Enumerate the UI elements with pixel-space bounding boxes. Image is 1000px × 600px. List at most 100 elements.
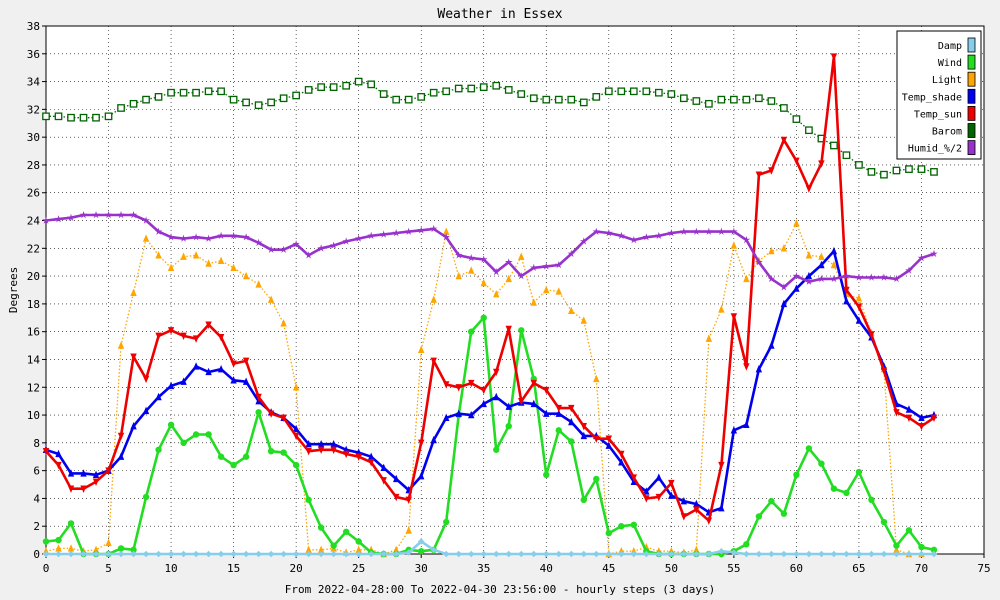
point-barom: [692, 97, 701, 105]
point-temp-sun: [655, 493, 663, 502]
point-humid-2: [930, 249, 938, 258]
point-temp-sun: [593, 435, 600, 443]
x-tick-label: 10: [164, 562, 177, 575]
point-temp-sun: [730, 313, 738, 321]
point-damp: [793, 550, 800, 558]
point-humid-2: [92, 211, 100, 219]
point-humid-2: [780, 283, 788, 291]
point-wind: [217, 453, 225, 460]
point-wind: [630, 521, 638, 529]
point-temp-sun: [317, 446, 325, 454]
point-wind: [780, 510, 788, 517]
point-humid-2: [542, 262, 551, 270]
point-humid-2: [167, 233, 175, 241]
point-temp-sun: [355, 453, 362, 461]
point-barom: [780, 104, 788, 112]
y-tick-label: 38: [27, 20, 40, 33]
point-temp-sun: [267, 410, 275, 418]
point-temp-sun: [568, 404, 575, 413]
point-temp-shade: [905, 405, 913, 413]
point-damp: [680, 550, 688, 558]
point-temp-sun: [67, 485, 75, 493]
point-temp-shade: [305, 440, 312, 448]
point-humid-2: [367, 231, 375, 239]
point-damp: [655, 550, 663, 558]
point-temp-shade: [743, 420, 750, 428]
point-wind: [493, 446, 500, 453]
point-damp: [593, 550, 600, 558]
point-temp-shade: [530, 399, 537, 408]
point-light: [805, 251, 813, 259]
point-temp-shade: [580, 431, 587, 440]
point-damp: [42, 550, 50, 558]
point-light: [818, 252, 825, 260]
point-wind: [355, 538, 362, 545]
point-damp: [217, 550, 225, 558]
point-barom: [867, 168, 876, 176]
point-damp: [668, 550, 675, 558]
point-temp-sun: [743, 363, 750, 371]
legend-swatch: [967, 88, 976, 104]
point-humid-2: [204, 234, 213, 242]
point-temp-sun: [380, 477, 387, 485]
point-humid-2: [329, 241, 338, 249]
point-damp: [905, 550, 913, 558]
point-damp: [230, 550, 237, 558]
point-temp-shade: [455, 409, 462, 417]
point-barom: [79, 113, 88, 122]
point-damp: [843, 550, 850, 558]
point-wind: [468, 328, 475, 335]
point-barom: [529, 94, 538, 103]
point-wind: [280, 449, 287, 456]
point-light: [255, 280, 262, 288]
point-humid-2: [767, 274, 776, 283]
point-wind: [830, 485, 838, 492]
point-temp-shade: [92, 470, 100, 478]
x-tick-label: 60: [790, 562, 803, 575]
point-light: [518, 252, 525, 260]
point-temp-shade: [668, 491, 675, 499]
point-temp-shade: [380, 463, 387, 472]
point-temp-sun: [255, 393, 262, 402]
y-tick-label: 14: [27, 353, 41, 366]
x-tick-label: 65: [852, 562, 865, 575]
point-temp-sun: [493, 368, 500, 377]
point-temp-sun: [180, 332, 187, 341]
point-temp-sun: [117, 432, 125, 441]
point-temp-shade: [80, 469, 87, 477]
point-humid-2: [154, 227, 163, 235]
legend-label: Barom: [932, 127, 962, 138]
point-light: [743, 274, 750, 283]
point-barom: [217, 87, 225, 96]
point-damp: [267, 550, 275, 558]
point-wind: [618, 523, 625, 530]
point-temp-shade: [167, 381, 175, 390]
point-light: [468, 266, 475, 274]
point-humid-2: [655, 231, 663, 239]
y-tick-label: 20: [27, 270, 40, 283]
point-light: [568, 306, 575, 315]
point-temp-shade: [493, 392, 500, 401]
point-light: [192, 251, 200, 259]
y-tick-label: 36: [27, 48, 40, 61]
point-light: [780, 244, 788, 252]
point-wind: [593, 475, 600, 483]
series-damp: [42, 538, 938, 558]
point-damp: [430, 546, 437, 554]
point-humid-2: [192, 233, 200, 241]
point-damp: [468, 550, 475, 558]
point-damp: [330, 550, 337, 558]
point-damp: [105, 550, 112, 558]
point-barom: [192, 88, 200, 97]
point-barom: [504, 86, 513, 94]
point-wind: [242, 453, 250, 460]
x-axis-title: From 2022-04-28:00 To 2022-04-30 23:56:0…: [285, 583, 715, 596]
point-barom: [617, 87, 626, 96]
point-barom: [667, 90, 676, 98]
point-damp: [718, 548, 725, 555]
point-damp: [855, 550, 863, 558]
point-humid-2: [429, 224, 438, 233]
point-damp: [818, 550, 825, 558]
point-wind: [180, 439, 187, 447]
point-temp-shade: [780, 299, 788, 308]
